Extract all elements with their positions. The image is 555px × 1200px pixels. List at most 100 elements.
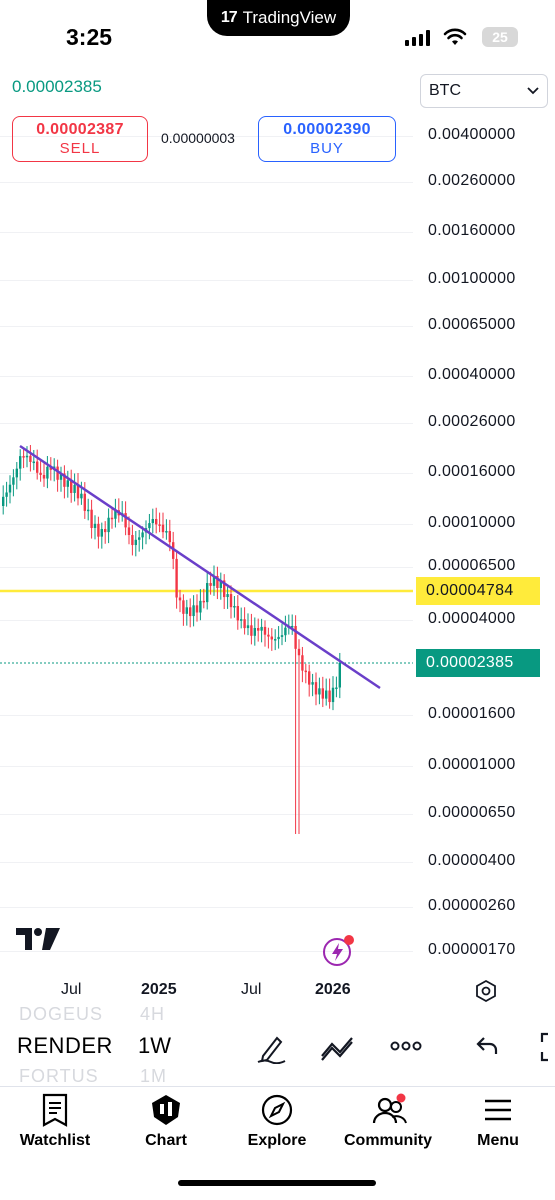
candle-body — [151, 518, 154, 524]
price-axis-label: 0.00100000 — [428, 270, 516, 287]
price-axis-label: 0.00001000 — [428, 756, 516, 773]
candle-body — [148, 523, 151, 529]
candle-body — [93, 523, 97, 528]
lightning-icon[interactable] — [322, 934, 356, 968]
tab-watchlist[interactable]: Watchlist — [5, 1087, 105, 1157]
candle-body — [63, 473, 66, 487]
candle-body — [155, 518, 158, 525]
candle-body — [192, 605, 195, 617]
price-axis-label: 0.00026000 — [428, 413, 516, 430]
candle-body — [209, 583, 212, 586]
candle-body — [8, 484, 12, 493]
candle-body — [100, 529, 103, 537]
status-bar: 3:25 17 TradingView 25 — [0, 0, 555, 70]
candle-body — [87, 509, 90, 512]
price-axis-label: 0.00260000 — [428, 172, 516, 189]
currency-select[interactable]: BTC — [420, 74, 548, 108]
candle-body — [294, 625, 297, 649]
cellular-signal-icon — [405, 30, 430, 46]
tab-menu[interactable]: Menu — [448, 1087, 548, 1157]
price-axis-label: 0.00001600 — [428, 705, 516, 722]
candle-body — [110, 517, 114, 520]
symbol-prev: DOGEUS — [19, 1004, 104, 1024]
candle-body — [124, 513, 127, 528]
candle-body — [311, 682, 314, 685]
grid-line — [0, 423, 413, 424]
grid-line — [0, 136, 413, 137]
candle-body — [335, 687, 338, 689]
tab-label-watchlist: Watchlist — [19, 1132, 91, 1149]
tab-explore[interactable]: Explore — [227, 1087, 327, 1157]
candle-body — [134, 539, 137, 546]
candle-body — [236, 606, 239, 621]
candle-body — [308, 671, 311, 685]
candle-body — [277, 636, 280, 640]
symbol-picker[interactable]: RENDER — [17, 1033, 113, 1058]
dynamic-island: 17 TradingView — [207, 0, 350, 36]
interval-prev: 4H — [140, 1004, 166, 1024]
candle-body — [114, 510, 117, 519]
candle-body — [216, 575, 219, 589]
time-label-jul-1: Jul — [61, 981, 82, 998]
candle-body — [212, 575, 216, 586]
candle-body — [158, 524, 161, 526]
candle-body — [328, 690, 331, 703]
grid-line — [0, 326, 413, 327]
candle-body — [233, 606, 236, 608]
candle-body — [2, 496, 5, 506]
price-axis-label: 0.00160000 — [428, 222, 516, 239]
status-time: 3:25 — [66, 24, 113, 50]
time-axis[interactable]: Jul 2025 Jul 2026 — [0, 976, 555, 1006]
chart-toolbar: DOGEUS 4H RENDER 1W FORTUS 1M — [0, 1002, 555, 1086]
pen-draw-icon[interactable] — [255, 1032, 287, 1064]
candle-body — [76, 484, 80, 499]
tradingview-logo-icon — [16, 928, 60, 950]
community-icon — [372, 1093, 407, 1124]
interval-picker[interactable]: 1W — [138, 1033, 171, 1058]
candle-body — [199, 600, 202, 613]
settings-hexagon-icon[interactable] — [474, 979, 498, 1003]
grid-line — [0, 862, 413, 863]
price-axis-label: 0.00000260 — [428, 897, 516, 914]
candle-body — [182, 600, 185, 614]
candle-body — [83, 493, 86, 511]
candle-body — [161, 524, 165, 533]
price-axis-label: 0.00065000 — [428, 316, 516, 333]
candle-body — [46, 466, 49, 479]
candle-body — [36, 461, 39, 473]
time-label-2026: 2026 — [315, 981, 351, 998]
home-indicator — [178, 1180, 376, 1186]
candle-body — [97, 523, 100, 537]
time-label-jul-2: Jul — [241, 981, 262, 998]
interval-next: 1M — [140, 1066, 168, 1086]
candle-body — [318, 688, 321, 695]
grid-line — [0, 766, 413, 767]
more-options-icon[interactable] — [390, 1040, 422, 1052]
candle-body — [19, 456, 22, 469]
indicators-icon[interactable] — [320, 1032, 356, 1064]
candle-body — [267, 634, 270, 637]
candle-body — [42, 474, 46, 479]
tab-label-menu: Menu — [477, 1132, 519, 1149]
tab-community[interactable]: Community — [338, 1087, 438, 1157]
wifi-icon — [443, 28, 467, 45]
candle-body — [314, 682, 318, 695]
horizontal-level-tag[interactable]: 0.00004784 — [416, 577, 540, 605]
fullscreen-icon[interactable] — [538, 1032, 555, 1062]
price-axis-label: 0.00006500 — [428, 557, 516, 574]
grid-line — [0, 280, 413, 281]
sell-button[interactable]: 0.00002387 SELL — [12, 116, 148, 162]
price-axis-label: 0.00004000 — [428, 610, 516, 627]
candle-body — [131, 535, 134, 546]
grid-line — [0, 524, 413, 525]
buy-button[interactable]: 0.00002390 BUY — [258, 116, 396, 162]
candle-body — [206, 583, 209, 603]
tab-label-explore: Explore — [247, 1132, 307, 1149]
grid-line — [0, 814, 413, 815]
chart-area[interactable]: 0.00400000 0.00260000 0.00160000 0.00100000… — [0, 66, 555, 1006]
tab-chart[interactable]: Chart — [116, 1087, 216, 1157]
price-axis-label: 0.00010000 — [428, 514, 516, 531]
trendline — [19, 444, 381, 690]
undo-icon[interactable] — [474, 1032, 500, 1060]
time-label-2025: 2025 — [141, 981, 177, 998]
